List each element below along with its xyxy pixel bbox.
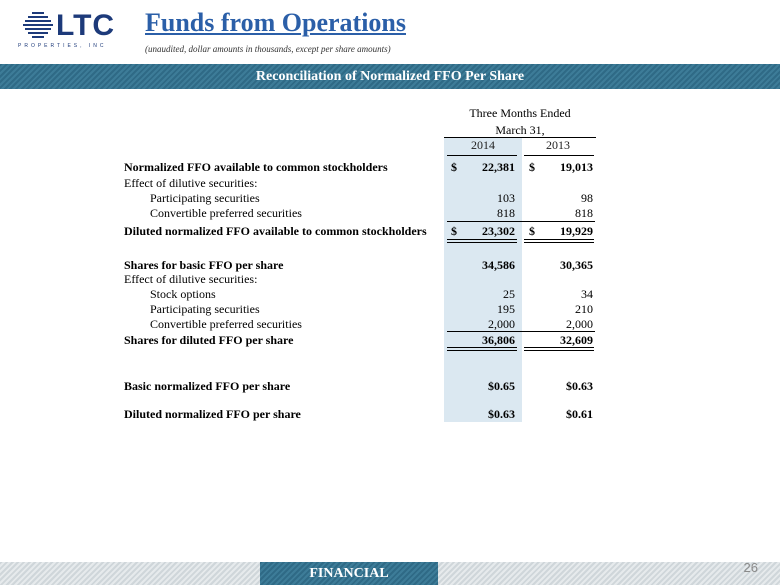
table-row: Participating securities 103 98 [150,191,593,205]
page-title: Funds from Operations [145,8,406,37]
row-label: Stock options [150,287,216,301]
row-label: Effect of dilutive securities: [124,272,258,286]
table-row: Basic normalized FFO per share $0.65 $0.… [124,379,593,393]
row-label: Basic normalized FFO per share [124,379,291,393]
total-double-rule [524,239,594,243]
row-label: Diluted normalized FFO per share [124,407,301,421]
row-label: Participating securities [150,191,260,205]
table-row: Stock options 25 34 [150,287,593,301]
logo-globe-icon [23,12,53,38]
subtotal-rule [447,331,595,332]
table-row: Effect of dilutive securities: [124,176,604,192]
table-row: Participating securities 195 210 [150,302,593,316]
year-2013: 2013 [546,138,570,152]
section-band: Reconciliation of Normalized FFO Per Sha… [0,64,780,89]
year-2014: 2014 [471,138,495,152]
table-row: Effect of dilutive securities: [124,272,604,288]
page-number: 26 [743,560,758,575]
table-row: Diluted normalized FFO available to comm… [124,224,593,238]
table-row: Convertible preferred securities 818 818 [150,206,593,220]
table-row: Shares for diluted FFO per share 36,806 … [124,333,593,347]
logo-wordmark: LTC [56,9,116,42]
table-header-date: March 31, [495,123,545,137]
header-rule [444,137,596,138]
row-label: Shares for basic FFO per share [124,258,284,272]
year-rule [447,155,517,156]
total-double-rule [524,347,594,351]
row-label: Diluted normalized FFO available to comm… [124,224,427,238]
table-row: Diluted normalized FFO per share $0.63 $… [124,407,593,421]
row-label: Effect of dilutive securities: [124,176,258,190]
company-logo: LTC PROPERTIES, INC [18,10,122,50]
total-double-rule [447,239,517,243]
table-row: Convertible preferred securities 2,000 2… [150,317,593,331]
subtotal-rule [447,221,595,222]
row-label: Convertible preferred securities [150,206,302,220]
total-double-rule [447,347,517,351]
table-header-period: Three Months Ended [469,106,571,120]
row-label: Participating securities [150,302,260,316]
row-label: Normalized FFO available to common stock… [124,160,388,174]
column-highlight [444,137,522,422]
row-label: Convertible preferred securities [150,317,302,331]
row-label: Shares for diluted FFO per share [124,333,294,347]
logo-subtext: PROPERTIES, INC [18,43,107,49]
year-rule [524,155,594,156]
footer-section-label: FINANCIAL [260,562,438,585]
page-subtitle: (unaudited, dollar amounts in thousands,… [145,44,391,54]
table-row: Shares for basic FFO per share 34,586 30… [124,258,593,272]
table-row: Normalized FFO available to common stock… [124,160,593,174]
